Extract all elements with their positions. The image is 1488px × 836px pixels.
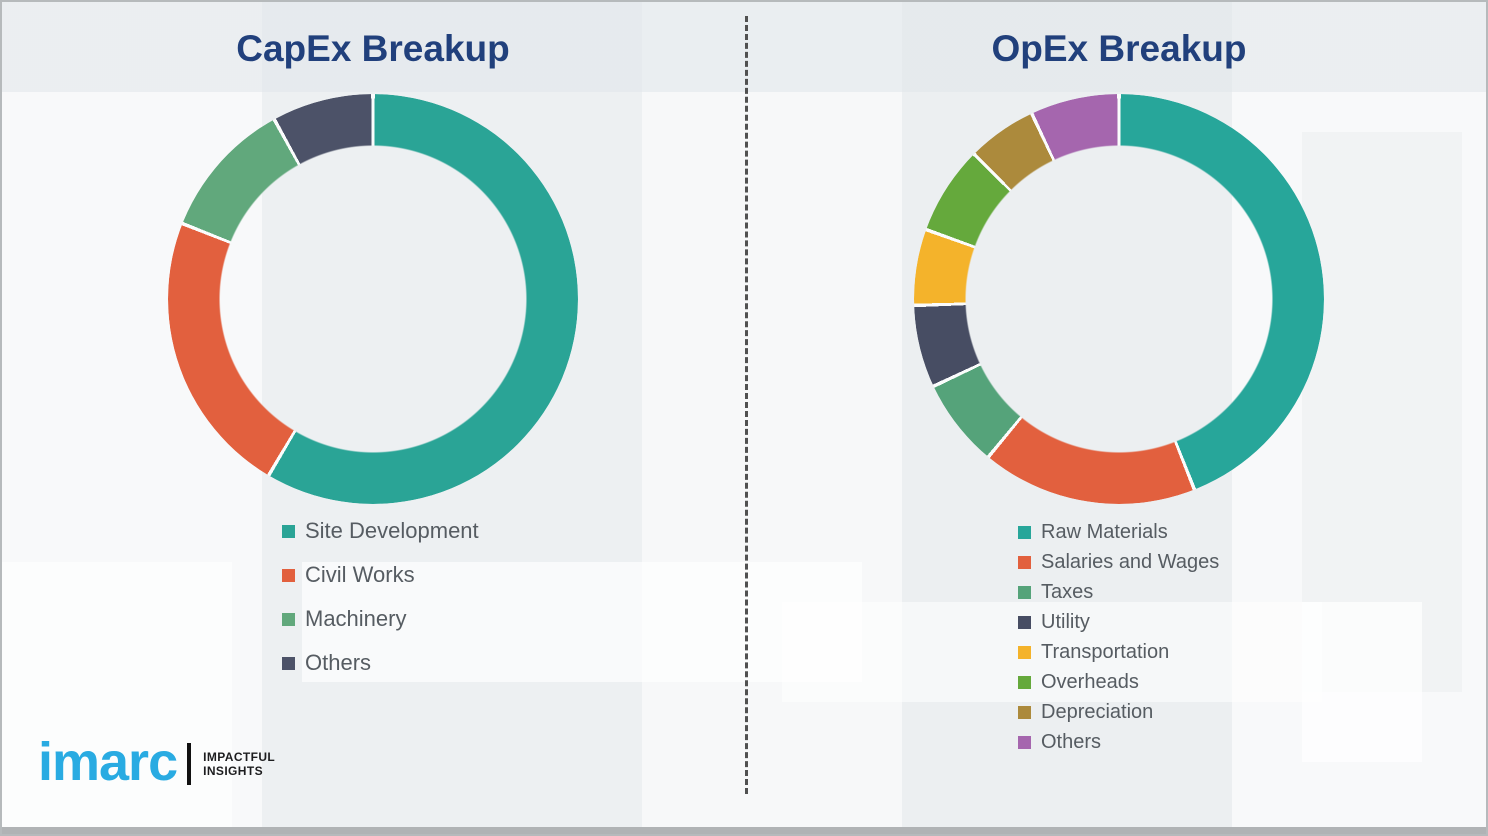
legend-label: Others <box>1041 730 1102 753</box>
legend-swatch <box>282 612 295 626</box>
opex-chart-title: OpEx Breakup <box>991 28 1247 69</box>
legend-swatch <box>1018 735 1031 749</box>
legend-swatch <box>1018 525 1031 539</box>
legend-item: Raw Materials <box>1018 517 1219 547</box>
bottom-border-strip <box>2 827 1486 834</box>
imarc-logo: imarc IMPACTFUL INSIGHTS <box>38 735 275 789</box>
legend-item: Transportation <box>1018 637 1219 667</box>
capex-donut-chart <box>168 94 578 504</box>
legend-label: Taxes <box>1041 580 1094 603</box>
background-watermark <box>1302 602 1422 762</box>
logo-brand-text: imarc <box>38 732 178 792</box>
legend-item: Overheads <box>1018 667 1219 697</box>
opex-legend: Raw Materials Salaries and Wages Taxes U… <box>1018 517 1219 757</box>
legend-label: Utility <box>1041 610 1090 633</box>
legend-label: Others <box>305 650 372 675</box>
legend-swatch <box>282 656 295 670</box>
legend-swatch <box>1018 585 1031 599</box>
legend-item: Others <box>282 641 479 685</box>
legend-label: Transportation <box>1041 640 1170 663</box>
legend-label: Raw Materials <box>1041 520 1168 543</box>
background-watermark <box>2 562 232 834</box>
legend-item: Taxes <box>1018 577 1219 607</box>
legend-label: Salaries and Wages <box>1041 550 1220 573</box>
legend-label: Civil Works <box>305 562 415 587</box>
legend-label: Site Development <box>305 518 479 543</box>
dashed-divider-line <box>745 16 748 794</box>
legend-swatch <box>1018 555 1031 569</box>
legend-item: Others <box>1018 727 1219 757</box>
opex-donut-chart <box>914 94 1324 504</box>
legend-item: Utility <box>1018 607 1219 637</box>
legend-label: Machinery <box>305 606 407 631</box>
legend-label: Depreciation <box>1041 700 1154 723</box>
capex-chart-title: CapEx Breakup <box>236 28 510 69</box>
logo-tagline: IMPACTFUL INSIGHTS <box>203 750 275 779</box>
legend-item: Machinery <box>282 597 479 641</box>
legend-swatch <box>282 524 295 538</box>
legend-item: Depreciation <box>1018 697 1219 727</box>
background-watermark <box>1302 132 1462 692</box>
legend-item: Civil Works <box>282 553 479 597</box>
capex-legend: Site Development Civil Works Machinery O… <box>282 509 479 685</box>
logo-tagline-line2: INSIGHTS <box>203 764 263 778</box>
logo-tagline-line1: IMPACTFUL <box>203 749 276 764</box>
legend-item: Salaries and Wages <box>1018 547 1219 577</box>
legend-item: Site Development <box>282 509 479 553</box>
legend-label: Overheads <box>1041 670 1139 693</box>
legend-swatch <box>282 568 295 582</box>
legend-swatch <box>1018 675 1031 689</box>
legend-swatch <box>1018 615 1031 629</box>
legend-swatch <box>1018 705 1031 719</box>
legend-swatch <box>1018 645 1031 659</box>
logo-divider-bar <box>187 743 192 785</box>
